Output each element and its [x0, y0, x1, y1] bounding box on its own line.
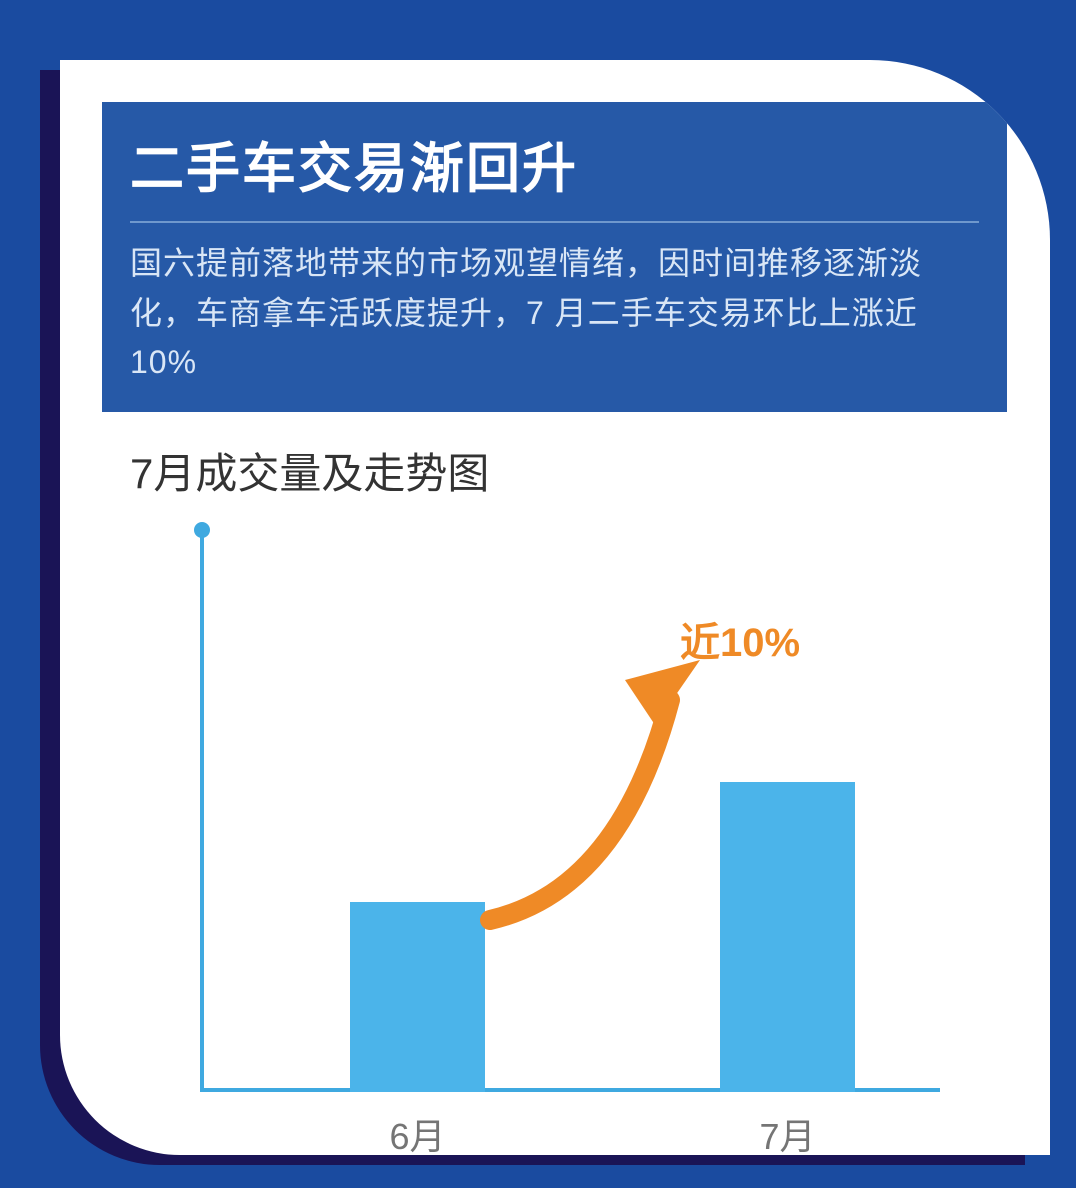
- y-axis: [200, 530, 204, 1090]
- x-label-june: 6月: [358, 1108, 478, 1155]
- card-title: 二手车交易渐回升: [130, 124, 979, 203]
- header-divider: [130, 221, 979, 223]
- bar-june: [350, 902, 485, 1092]
- bar-chart: 近10% 6月 7月: [200, 530, 960, 1130]
- x-label-july: 7月: [728, 1108, 848, 1155]
- card-subtitle: 国六提前落地带来的市场观望情绪，因时间推移逐渐淡化，车商拿车活跃度提升，7 月二…: [130, 239, 979, 388]
- header-box: 二手车交易渐回升 国六提前落地带来的市场观望情绪，因时间推移逐渐淡化，车商拿车活…: [102, 102, 1007, 412]
- growth-annotation: 近10%: [680, 610, 800, 668]
- y-axis-top-dot-icon: [194, 522, 210, 538]
- info-card: 二手车交易渐回升 国六提前落地带来的市场观望情绪，因时间推移逐渐淡化，车商拿车活…: [60, 60, 1050, 1155]
- chart-title: 7月成交量及走势图: [130, 440, 489, 501]
- bar-july: [720, 782, 855, 1092]
